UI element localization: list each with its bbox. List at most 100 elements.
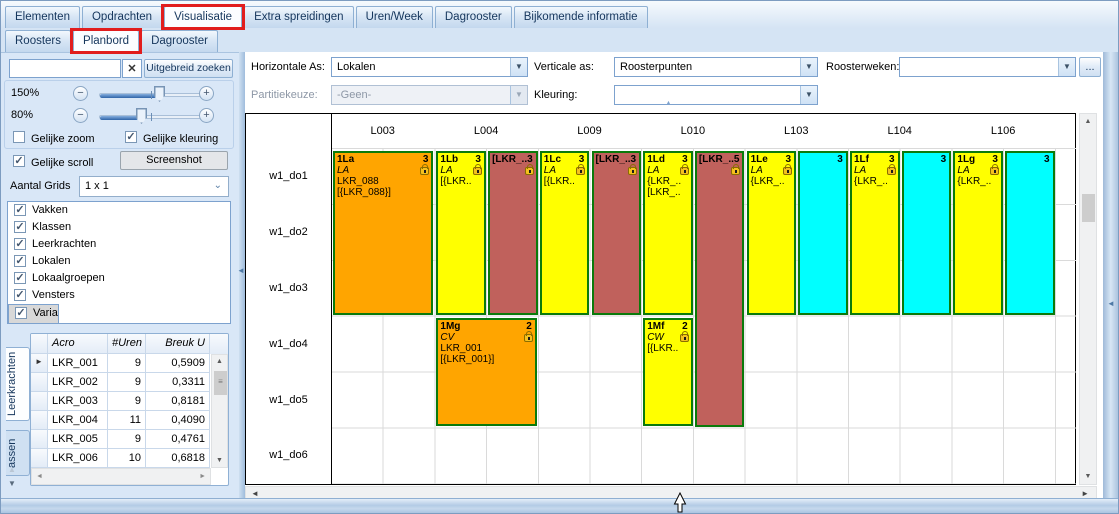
grid-block--lkr-[interactable]: [LKR_.. 5 xyxy=(694,150,745,427)
collapse-left-icon[interactable]: ◄ xyxy=(1107,299,1115,308)
main-tab-visualisatie[interactable]: Visualisatie xyxy=(161,4,246,30)
grid-block-1lc[interactable]: 1Lc 3 LA [{LKR.. xyxy=(539,150,590,315)
zoom-slider-thumb[interactable] xyxy=(154,86,165,102)
tab-scroll-up-icon[interactable]: ▲ xyxy=(8,465,16,474)
main-tab-uren-week[interactable]: Uren/Week xyxy=(355,6,433,28)
scrollbar-thumb[interactable]: ≡ xyxy=(214,371,227,395)
left-splitter[interactable]: ◄ xyxy=(237,52,245,498)
main-tab-elementen[interactable]: Elementen xyxy=(5,6,80,28)
checkbox-icon[interactable]: ✓ xyxy=(14,255,26,267)
grid-block--lkr-[interactable]: [LKR_.. 3 xyxy=(488,150,538,315)
table-row[interactable]: LKR_004 11 0,4090 xyxy=(31,411,228,430)
layer-item-lokalen[interactable]: ✓ Lokalen xyxy=(8,253,230,270)
chevron-down-icon[interactable]: ▼ xyxy=(800,86,817,104)
layer-item-klassen[interactable]: ✓ Klassen xyxy=(8,219,230,236)
grid-block-window[interactable]: 3 xyxy=(1005,150,1055,315)
checkbox-icon[interactable]: ✓ xyxy=(14,221,26,233)
checkbox-icon[interactable]: ✓ xyxy=(14,272,26,284)
layer-item-lokaalgroepen[interactable]: ✓ Lokaalgroepen xyxy=(8,270,230,287)
zoom2-slider-thumb[interactable] xyxy=(136,108,147,124)
block-title-row: [LKR_.. 3 xyxy=(594,153,640,165)
uitgebreid-zoeken-button[interactable]: Uitgebreid zoeken xyxy=(144,59,233,78)
grid-block-1lf[interactable]: 1Lf 3 LA {LKR_.. xyxy=(850,150,900,315)
zoom2-slider-fill xyxy=(100,116,138,120)
scroll-left-icon[interactable]: ◄ xyxy=(251,489,259,498)
grid-block-1mf[interactable]: 1Mf 2 CW [{LKR.. xyxy=(643,318,693,427)
scroll-down-icon[interactable]: ▼ xyxy=(1084,473,1092,480)
main-tab-dagrooster[interactable]: Dagrooster xyxy=(434,6,512,28)
roosterweken-select[interactable]: ▼ xyxy=(899,57,1076,77)
sub-tab-dagrooster[interactable]: Dagrooster xyxy=(141,30,218,52)
grid-block-1lg[interactable]: 1Lg 3 LA {LKR_.. xyxy=(953,150,1003,315)
screenshot-button[interactable]: Screenshot xyxy=(120,151,228,170)
layer-item-vensters[interactable]: ✓ Vensters xyxy=(8,287,230,304)
right-splitter[interactable]: ◄ xyxy=(1103,52,1118,498)
layer-item-vakken[interactable]: ✓ Vakken xyxy=(8,202,230,219)
checkbox-icon[interactable]: ✓ xyxy=(14,238,26,250)
table-row[interactable]: LKR_005 9 0,4761 xyxy=(31,430,228,449)
table-horizontal-scrollbar[interactable]: ◄ ► xyxy=(31,468,211,485)
sub-tab-roosters[interactable]: Roosters xyxy=(5,30,72,52)
search-input[interactable] xyxy=(9,59,121,78)
lock-icon xyxy=(576,163,586,175)
side-tab-leerkrachten[interactable]: Leerkrachten xyxy=(6,347,30,421)
main-tab-extra-spreidingen[interactable]: Extra spreidingen xyxy=(244,6,354,28)
scroll-up-icon[interactable]: ▲ xyxy=(1084,118,1092,125)
main-tab-bijkomende-informatie[interactable]: Bijkomende informatie xyxy=(513,6,648,28)
chevron-down-icon[interactable]: ▼ xyxy=(800,58,817,76)
gelijke-zoom-checkbox[interactable] xyxy=(13,131,25,143)
kleuring-select[interactable]: ▼ xyxy=(614,85,818,105)
chevron-down-icon[interactable]: ▼ xyxy=(1058,58,1075,76)
table-vertical-scrollbar[interactable]: ▲ ≡ ▼ xyxy=(211,354,228,468)
grid-vertical-scrollbar[interactable]: ▲ ▼ xyxy=(1079,113,1097,485)
scrollbar-thumb[interactable] xyxy=(1082,194,1095,222)
collapse-left-icon[interactable]: ◄ xyxy=(237,266,245,275)
chevron-down-icon[interactable]: ▼ xyxy=(510,58,527,76)
scroll-right-icon[interactable]: ► xyxy=(199,473,206,480)
grid-block-1mg[interactable]: 1Mg 2 CV LKR_001 [{LKR_001}] xyxy=(436,318,537,427)
scroll-down-icon[interactable]: ▼ xyxy=(216,457,223,464)
zoom2-out-icon[interactable]: − xyxy=(73,108,88,123)
zoom-in-icon[interactable]: + xyxy=(199,86,214,101)
gelijke-kleuring-checkbox[interactable]: ✓ xyxy=(125,131,137,143)
block-title: [LKR_.. xyxy=(595,153,631,165)
grid-block--lkr-[interactable]: [LKR_.. 3 xyxy=(591,150,641,315)
roosterweken-more-button[interactable]: ... xyxy=(1079,57,1101,77)
gelijke-scroll-checkbox[interactable]: ✓ xyxy=(13,155,25,167)
checkbox-icon[interactable]: ✓ xyxy=(14,289,26,301)
tab-scroll-down-icon[interactable]: ▼ xyxy=(8,479,16,488)
table-row[interactable]: LKR_006 10 0,6818 xyxy=(31,449,228,468)
grid-block-window[interactable]: 3 xyxy=(798,150,848,315)
verticale-as-select[interactable]: Roosterpunten ▼ xyxy=(614,57,818,77)
sub-tab-planbord[interactable]: Planbord xyxy=(70,28,143,54)
chevron-down-icon[interactable]: ⌄ xyxy=(213,180,222,191)
layer-item-leerkrachten[interactable]: ✓ Leerkrachten xyxy=(8,236,230,253)
zoom-out-icon[interactable]: − xyxy=(73,86,88,101)
grid-block-window[interactable]: 3 xyxy=(901,150,952,315)
grid-block-1la[interactable]: 1La 3 LA LKR_088 [{LKR_088}] xyxy=(333,150,434,315)
checkbox-icon[interactable]: ✓ xyxy=(14,204,26,216)
zoom2-in-icon[interactable]: + xyxy=(199,108,214,123)
clear-search-icon[interactable]: ✕ xyxy=(122,59,142,78)
block-count: 3 xyxy=(422,153,429,165)
table-row[interactable]: LKR_003 9 0,8181 xyxy=(31,392,228,411)
roosterweken-value xyxy=(900,58,1075,64)
grid-block-1lb[interactable]: 1Lb 3 LA [{LKR.. xyxy=(436,150,486,315)
collapse-up-icon[interactable]: ▲ xyxy=(665,100,672,107)
scroll-left-icon[interactable]: ◄ xyxy=(36,473,43,480)
scroll-up-icon[interactable]: ▲ xyxy=(216,358,223,365)
scroll-right-icon[interactable]: ► xyxy=(1081,489,1089,498)
roosterweken-label: Roosterweken: xyxy=(826,61,900,73)
main-tab-opdrachten[interactable]: Opdrachten xyxy=(81,6,163,28)
table-row[interactable]: ► LKR_001 9 0,5909 xyxy=(31,354,228,373)
aantal-grids-select[interactable]: 1 x 1 ⌄ xyxy=(79,176,229,197)
grid-block-1le[interactable]: 1Le 3 LA {LKR_.. xyxy=(746,150,797,315)
bottom-splitter-bar[interactable] xyxy=(1,498,1118,513)
horizontale-as-select[interactable]: Lokalen ▼ xyxy=(331,57,528,77)
checkbox-icon[interactable]: ✓ xyxy=(15,307,27,319)
block-title: 1Le xyxy=(750,153,768,165)
grid-block-1ld[interactable]: 1Ld 3 LA {LKR_.. [LKR_.. xyxy=(643,150,693,315)
layer-item-varia[interactable]: ✓ Varia xyxy=(8,304,59,324)
table-row[interactable]: LKR_002 9 0,3311 xyxy=(31,373,228,392)
